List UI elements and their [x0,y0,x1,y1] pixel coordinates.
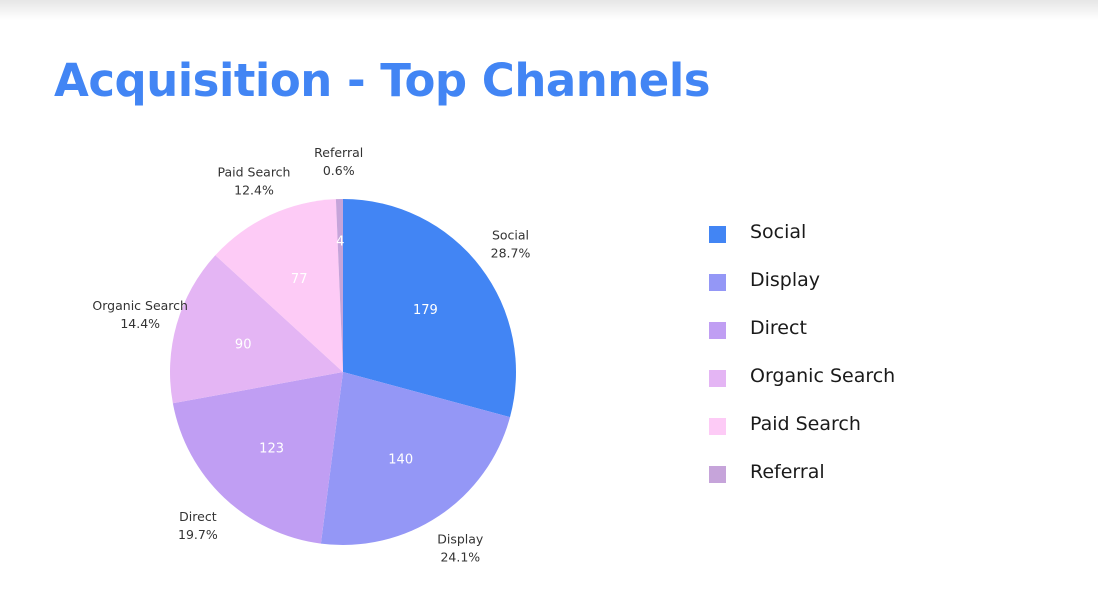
slice-outer-label-direct: Direct 19.7% [178,509,218,542]
slice-percent-label-display: 24.1% [440,549,480,564]
slice-category-label-organic-search: Organic Search [92,298,188,313]
legend-label-display: Display [750,269,821,291]
pie-slice-display[interactable] [320,372,511,545]
legend-label-organic-search: Organic Search [750,365,896,387]
legend-label-paid-search: Paid Search [750,413,861,435]
slice-outer-label-organic-search: Organic Search 14.4% [92,298,188,331]
legend-swatch-referral [709,466,726,483]
legend-swatch-social [709,226,726,243]
slice-value-label-display: 140 [388,452,413,467]
pie-slice-social[interactable] [343,199,517,418]
pie-slice-paid-search[interactable] [215,199,343,372]
slice-category-label-paid-search: Paid Search [218,165,291,180]
page-title: Acquisition - Top Channels [54,54,711,107]
slice-category-label-social: Social [492,228,529,243]
slice-percent-label-organic-search: 14.4% [120,316,160,331]
slice-percent-label-referral: 0.6% [323,163,355,178]
slice-value-label-direct: 123 [259,441,284,456]
slice-outer-label-social: Social 28.7% [491,228,531,261]
legend-label-direct: Direct [750,317,807,339]
pie-slice-referral[interactable] [335,199,343,372]
pie-slice-organic-search[interactable] [170,255,343,404]
slice-value-label-social: 179 [413,303,438,318]
slice-outer-label-display: Display 24.1% [437,531,484,564]
legend-swatch-organic-search [709,370,726,387]
legend-label-referral: Referral [750,461,825,483]
slice-percent-label-paid-search: 12.4% [234,183,274,198]
slice-outer-label-referral: Referral 0.6% [314,145,363,178]
legend-swatch-paid-search [709,418,726,435]
slice-percent-label-social: 28.7% [491,246,531,261]
top-shade [0,0,1098,20]
slice-value-label-organic-search: 90 [235,337,252,352]
legend-swatch-direct [709,322,726,339]
pie-slice-direct[interactable] [172,372,343,544]
legend-label-social: Social [750,221,807,243]
slice-percent-label-direct: 19.7% [178,527,218,542]
slice-value-label-paid-search: 77 [291,272,308,287]
slice-outer-label-paid-search: Paid Search 12.4% [218,165,291,198]
slice-category-label-display: Display [437,531,484,546]
slice-category-label-direct: Direct [179,509,217,524]
slice-category-label-referral: Referral [314,145,363,160]
legend-swatch-display [709,274,726,291]
slice-value-label-referral: 4 [336,235,344,250]
